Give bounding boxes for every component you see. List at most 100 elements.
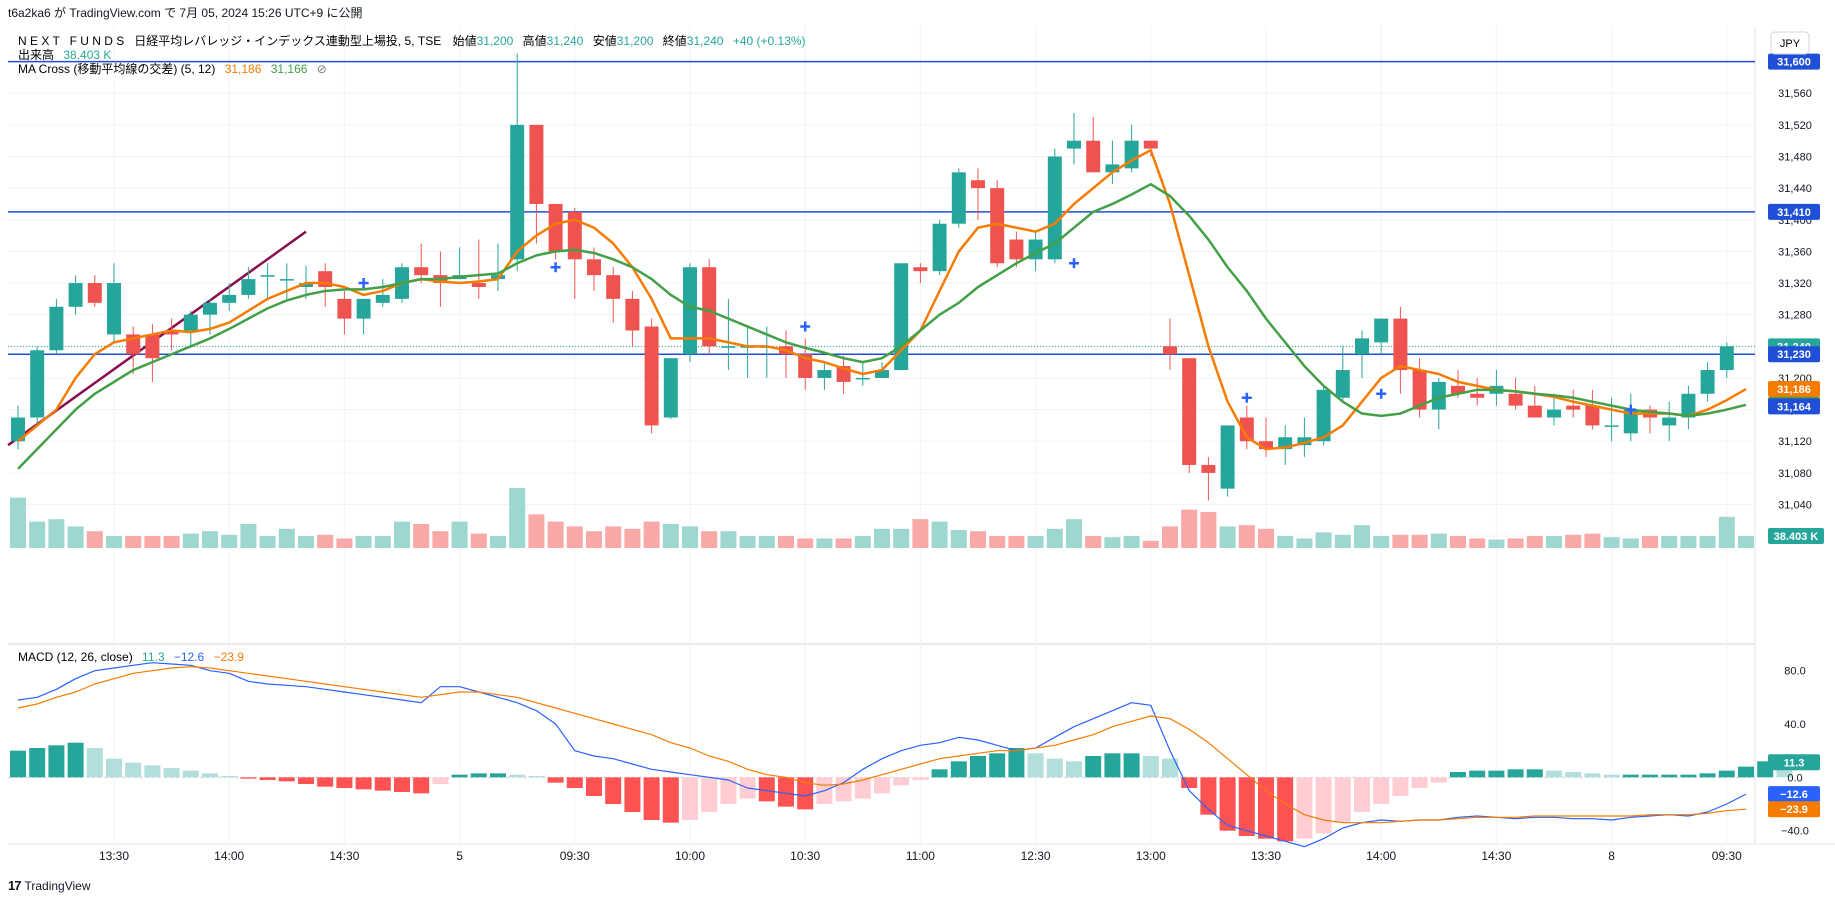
cross-markers xyxy=(358,258,1636,415)
macd-histogram-bar xyxy=(106,758,122,778)
volume-bar xyxy=(317,534,334,548)
price-tick-label: 31,360 xyxy=(1778,246,1812,258)
macd-histogram-bar xyxy=(490,773,506,778)
volume-bar xyxy=(778,536,794,548)
currency-button[interactable]: JPY xyxy=(1770,31,1810,55)
candle-body xyxy=(1086,140,1101,173)
macd-histogram-bar xyxy=(1258,777,1274,839)
candle-body xyxy=(721,346,736,348)
volume-bar xyxy=(1008,536,1025,548)
volume-bar xyxy=(1142,540,1159,548)
price-axis[interactable]: 31,00031,04031,08031,12031,16031,20031,2… xyxy=(1768,53,1824,838)
volume-bar xyxy=(1738,536,1754,548)
macd-histogram-bar xyxy=(1008,748,1025,778)
time-tick-label: 10:00 xyxy=(675,849,705,863)
macd-histogram-bar xyxy=(336,777,353,788)
macd-histogram-bar xyxy=(221,776,238,778)
macd-histogram-bar xyxy=(1546,770,1562,778)
horizontal-lines[interactable] xyxy=(8,60,1755,355)
time-tick-label: 5 xyxy=(456,849,463,863)
macd-signal-value: −23.9 xyxy=(214,650,245,664)
time-tick-label: 14:30 xyxy=(1481,849,1511,863)
macd-histogram-bar xyxy=(374,777,391,791)
price-tick-label: 31,320 xyxy=(1778,278,1812,290)
macd-histogram-bar xyxy=(1066,761,1082,778)
macd-histogram-bar xyxy=(413,777,430,794)
time-axis[interactable]: 13:30 14:00 14:30 5 09:30 10:00 10:30 11:00 12:3… xyxy=(99,849,1742,863)
candle-body xyxy=(107,283,121,335)
volume-bar xyxy=(221,534,238,548)
candle-body xyxy=(1374,318,1389,343)
candle-body xyxy=(644,326,659,426)
volume-bar xyxy=(1296,538,1313,548)
volume-bar xyxy=(1277,536,1294,548)
candle-body xyxy=(1412,370,1427,410)
volume-bar xyxy=(1373,536,1390,548)
volume-bar xyxy=(1200,512,1217,548)
macd-histogram-bar xyxy=(1296,777,1313,839)
price-chart[interactable]: 31,00031,04031,08031,12031,16031,20031,2… xyxy=(0,26,1835,866)
moving-averages xyxy=(17,148,1747,470)
candle-body xyxy=(510,124,525,260)
volume-bar xyxy=(605,526,622,548)
candle-body xyxy=(1163,346,1177,355)
close-label: 終値 xyxy=(663,33,687,48)
candle-body xyxy=(203,302,217,315)
candle-body xyxy=(49,306,64,351)
volume-bar xyxy=(432,531,449,548)
macd-histogram-bar xyxy=(1430,777,1447,783)
macd-histogram-bar xyxy=(317,777,334,787)
macd-badge-label: 11.3 xyxy=(1784,757,1805,769)
volume-bar xyxy=(1699,536,1716,548)
price-badge xyxy=(1768,53,1820,70)
macd-tick-label: 80.0 xyxy=(1784,666,1805,678)
macd-histogram-bar xyxy=(1373,777,1390,804)
candle-body xyxy=(625,298,640,331)
volume-bar xyxy=(970,531,986,548)
candle-body xyxy=(683,267,697,355)
macd-histogram-bar xyxy=(451,774,468,778)
macd-histogram-bar xyxy=(566,777,583,788)
macd-histogram-bar xyxy=(1507,769,1524,778)
candle-body xyxy=(1527,405,1542,418)
candle-body xyxy=(1335,370,1350,398)
candle-body xyxy=(1700,370,1715,394)
ma-slow-value: 31,166 xyxy=(271,62,308,76)
volume-bar xyxy=(278,528,295,548)
currency-label: JPY xyxy=(1780,38,1801,50)
candle-body xyxy=(1201,464,1216,473)
price-tick-label: 31,120 xyxy=(1778,436,1812,448)
candle-body xyxy=(1393,318,1408,371)
publish-header: t6a2ka6 が TradingView.com で 7月 05, 2024 … xyxy=(0,0,1835,26)
macd-histogram-bar xyxy=(240,777,257,779)
candle-body xyxy=(855,377,870,380)
candle-body xyxy=(1681,393,1696,418)
candle-body xyxy=(1566,405,1581,410)
volume-bar xyxy=(1430,533,1447,548)
volume-bar xyxy=(163,536,180,548)
candle-body xyxy=(1508,393,1523,406)
price-badge-label: 31,600 xyxy=(1777,57,1811,69)
ma-slow-line xyxy=(17,182,1747,470)
open-label: 始値 xyxy=(453,33,477,48)
change-value: +40 (+0.13%) xyxy=(733,34,806,48)
macd-histogram-bar xyxy=(931,769,948,778)
volume-bar xyxy=(1411,534,1428,548)
volume-value: 38.403 K xyxy=(63,48,111,62)
price-badge-label: 31,164 xyxy=(1777,401,1812,413)
candle-body xyxy=(1585,405,1600,426)
volume-bar xyxy=(835,538,852,548)
macd-pane xyxy=(8,662,1793,848)
candle-body xyxy=(529,124,544,204)
candle-body xyxy=(1431,381,1446,410)
macd-histogram-bar xyxy=(394,777,410,792)
ma-fast-value: 31,186 xyxy=(225,62,262,76)
macd-badge-label: −23.9 xyxy=(1780,804,1808,816)
open-value: 31,200 xyxy=(477,34,514,48)
candle-body xyxy=(279,279,294,281)
macd-tick-label: 0.0 xyxy=(1787,772,1802,784)
tradingview-logo-icon: 17 xyxy=(8,878,22,893)
candle-body xyxy=(951,172,966,224)
macd-histogram-bar xyxy=(720,777,737,804)
volume-bar xyxy=(1219,526,1236,548)
